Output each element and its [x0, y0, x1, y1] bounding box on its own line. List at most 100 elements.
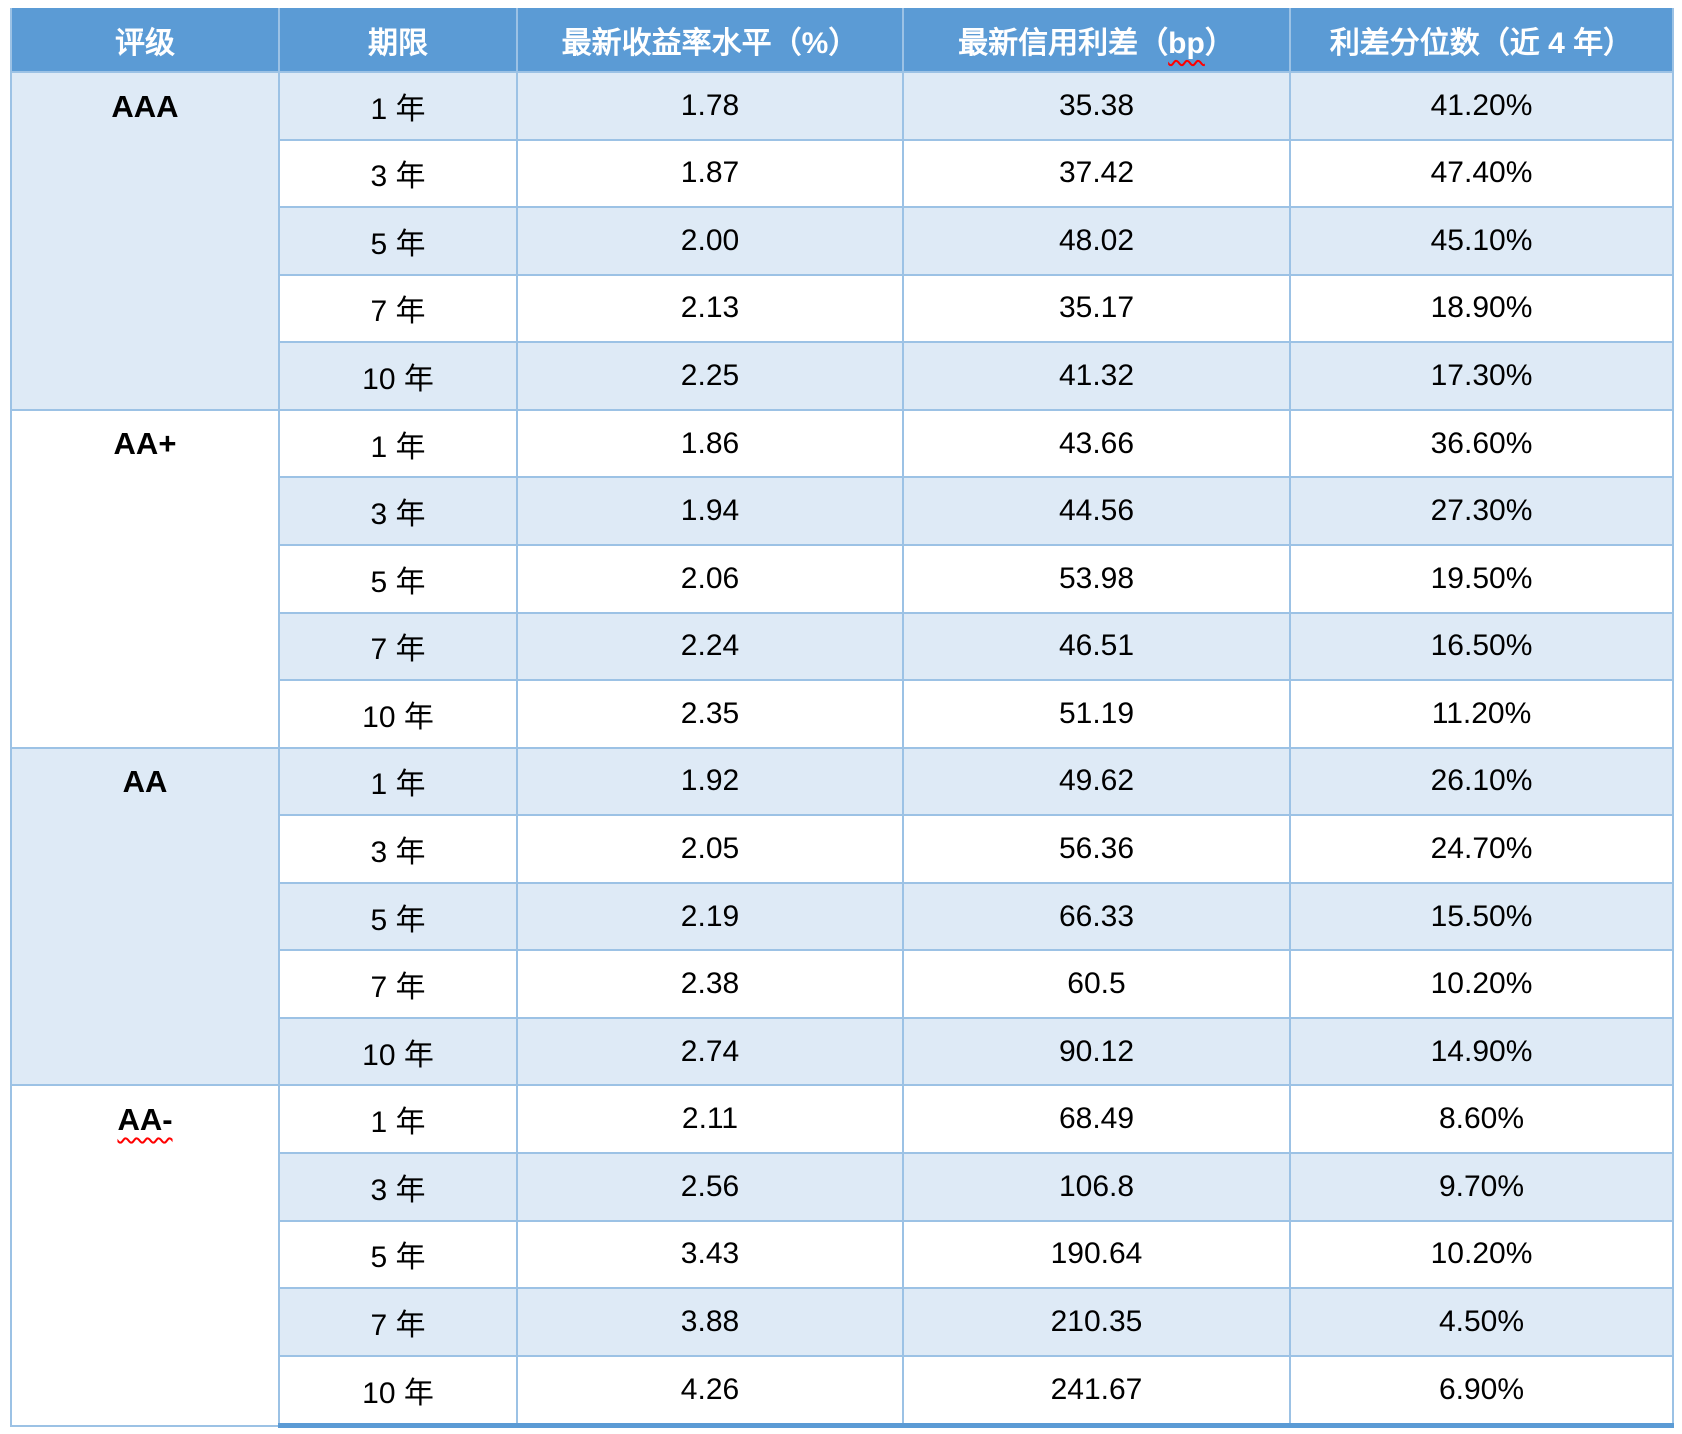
term-cell: 1 年: [278, 1084, 518, 1154]
col-header-percentile: 利差分位数（近 4 年）: [1289, 8, 1674, 73]
table-row: AA 1 年 1.92 49.62 26.10%: [10, 746, 1674, 1087]
table-row: 10 年 2.74 90.12 14.90%: [11, 1016, 1674, 1087]
percentile-cell: 6.90%: [1289, 1354, 1674, 1428]
term-cell: 10 年: [278, 1354, 518, 1428]
yield-cell: 2.74: [516, 1016, 904, 1087]
table-row: AAA 1 年 1.78 35.38 41.20%: [10, 71, 1674, 411]
yield-cell: 1.87: [516, 138, 904, 209]
spread-cell: 51.19: [902, 679, 1291, 749]
percentile-cell: 16.50%: [1289, 611, 1674, 682]
col-header-spread-suffix: ）: [1204, 26, 1235, 60]
spread-cell: 56.36: [902, 814, 1291, 884]
yield-cell: 2.00: [516, 206, 904, 276]
term-cell: 5 年: [278, 881, 518, 952]
yield-cell: 1.78: [516, 71, 904, 141]
spread-cell: 106.8: [902, 1152, 1291, 1222]
spread-cell: 90.12: [902, 1016, 1291, 1087]
percentile-cell: 27.30%: [1289, 476, 1674, 546]
spread-cell: 68.49: [902, 1084, 1291, 1154]
term-cell: 1 年: [278, 746, 518, 817]
table-row: AA- 1 年 2.11 68.49 8.60%: [10, 1084, 1674, 1427]
rating-label: AAA: [111, 88, 179, 124]
spread-cell: 210.35: [902, 1287, 1291, 1357]
yield-cell: 3.88: [516, 1287, 904, 1357]
spread-cell: 53.98: [902, 543, 1291, 614]
spellcheck-wavy-underline: bp: [1168, 26, 1205, 60]
spread-cell: 241.67: [902, 1354, 1291, 1428]
yield-cell: 4.26: [516, 1354, 904, 1428]
rating-cell-AAA: AAA: [10, 71, 280, 411]
spread-cell: 60.5: [902, 949, 1291, 1019]
percentile-cell: 11.20%: [1289, 679, 1674, 749]
yield-cell: 1.92: [516, 746, 904, 817]
yield-cell: 3.43: [516, 1219, 904, 1290]
rating-label: AA+: [113, 426, 177, 462]
table-row: 10 年 4.26 241.67 6.90%: [11, 1354, 1674, 1428]
spread-cell: 46.51: [902, 611, 1291, 682]
percentile-cell: 9.70%: [1289, 1152, 1674, 1222]
spread-cell: 49.62: [902, 746, 1291, 817]
term-cell: 3 年: [278, 138, 518, 209]
yield-cell: 2.24: [516, 611, 904, 682]
table-row: 3 年 2.05 56.36 24.70%: [11, 814, 1674, 884]
term-cell: 3 年: [278, 476, 518, 546]
spread-cell: 41.32: [902, 341, 1291, 411]
term-cell: 5 年: [278, 543, 518, 614]
percentile-cell: 18.90%: [1289, 273, 1674, 344]
rating-cell-AA-: AA-: [10, 1084, 280, 1427]
table-row: 5 年 3.43 190.64 10.20%: [11, 1219, 1674, 1290]
term-cell: 3 年: [278, 814, 518, 884]
percentile-cell: 36.60%: [1289, 408, 1674, 479]
rating-cell-AA+: AA+: [10, 408, 280, 749]
col-header-term: 期限: [278, 8, 518, 73]
yield-cell: 1.94: [516, 476, 904, 546]
table-body: AAA 1 年 1.78 35.38 41.20% 3 年 1.87 37.42 47.40% 5…: [10, 71, 1674, 1428]
spread-cell: 44.56: [902, 476, 1291, 546]
credit-spread-table: 评级 期限 最新收益率水平（%） 最新信用利差（bp） 利差分位数（近 4 年）…: [10, 8, 1674, 1428]
yield-cell: 2.05: [516, 814, 904, 884]
col-header-spread-prefix: 最新信用利差（: [958, 26, 1169, 60]
table-row: 7 年 2.13 35.17 18.90%: [11, 273, 1674, 344]
table-row: 3 年 1.94 44.56 27.30%: [11, 476, 1674, 546]
percentile-cell: 17.30%: [1289, 341, 1674, 411]
percentile-cell: 19.50%: [1289, 543, 1674, 614]
spread-cell: 190.64: [902, 1219, 1291, 1290]
percentile-cell: 45.10%: [1289, 206, 1674, 276]
term-cell: 1 年: [278, 408, 518, 479]
term-cell: 7 年: [278, 611, 518, 682]
spread-cell: 35.38: [902, 71, 1291, 141]
percentile-cell: 10.20%: [1289, 949, 1674, 1019]
term-cell: 7 年: [278, 273, 518, 344]
rating-label: AA-: [117, 1101, 173, 1137]
header-row: 评级 期限 最新收益率水平（%） 最新信用利差（bp） 利差分位数（近 4 年）: [10, 8, 1674, 73]
col-header-spread: 最新信用利差（bp）: [902, 8, 1291, 73]
term-cell: 7 年: [278, 949, 518, 1019]
table-row: 7 年 2.24 46.51 16.50%: [11, 611, 1674, 682]
yield-cell: 2.06: [516, 543, 904, 614]
rating-cell-AA: AA: [10, 746, 280, 1087]
term-cell: 5 年: [278, 206, 518, 276]
yield-cell: 2.25: [516, 341, 904, 411]
yield-cell: 2.56: [516, 1152, 904, 1222]
yield-cell: 2.35: [516, 679, 904, 749]
term-cell: 7 年: [278, 1287, 518, 1357]
table-row: 10 年 2.25 41.32 17.30%: [11, 341, 1674, 411]
yield-cell: 2.11: [516, 1084, 904, 1154]
term-cell: 10 年: [278, 341, 518, 411]
term-cell: 3 年: [278, 1152, 518, 1222]
spread-cell: 48.02: [902, 206, 1291, 276]
col-header-rating: 评级: [10, 8, 280, 73]
term-cell: 1 年: [278, 71, 518, 141]
term-cell: 10 年: [278, 1016, 518, 1087]
table-row: 3 年 1.87 37.42 47.40%: [11, 138, 1674, 209]
col-header-yield: 最新收益率水平（%）: [516, 8, 904, 73]
spread-cell: 35.17: [902, 273, 1291, 344]
percentile-cell: 15.50%: [1289, 881, 1674, 952]
percentile-cell: 4.50%: [1289, 1287, 1674, 1357]
percentile-cell: 8.60%: [1289, 1084, 1674, 1154]
yield-cell: 2.13: [516, 273, 904, 344]
percentile-cell: 26.10%: [1289, 746, 1674, 817]
rating-label: AA: [122, 764, 168, 800]
percentile-cell: 47.40%: [1289, 138, 1674, 209]
